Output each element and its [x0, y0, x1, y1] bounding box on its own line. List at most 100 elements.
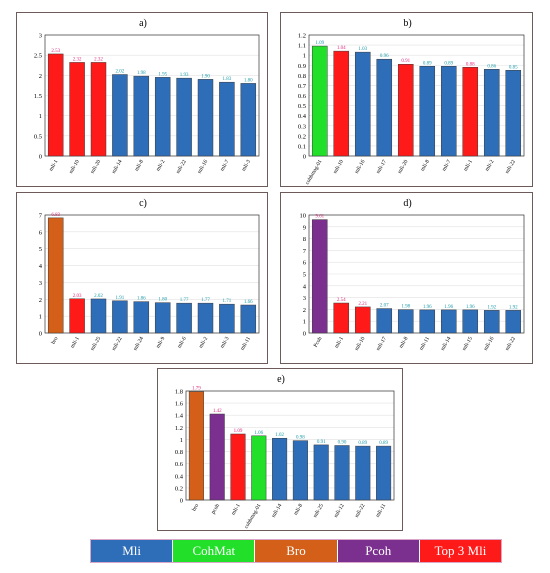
chart-b-bar-2	[354, 51, 371, 157]
chart-a-xtick-label-9: mli-3	[241, 159, 252, 173]
chart-d-ytick-label-2: 2	[303, 307, 306, 314]
chart-c-bar-7	[197, 302, 214, 334]
chart-a-data-label-1: 2.32	[73, 57, 82, 62]
chart-c-xtick-label-2: mli-25	[90, 336, 103, 352]
chart-d-bar-2	[354, 306, 371, 334]
chart-e-bar-1	[209, 413, 225, 501]
chart-e-xtick-label-9: mli-11	[375, 503, 388, 519]
chart-d-ytick-label-4: 4	[303, 283, 307, 290]
chart-e-ytick-label-8: 1.6	[175, 401, 184, 408]
chart-b-data-label-1: 1.04	[337, 46, 346, 51]
chart-c-data-label-6: 1.77	[180, 298, 189, 303]
chart-a-xtick-label-7: mli-16	[197, 159, 210, 175]
legend-item-cohmat: CohMat	[173, 540, 256, 562]
chart-e-xtick-label-0: bro	[191, 503, 200, 513]
chart-b-data-label-2: 1.03	[358, 47, 367, 52]
chart-d-xtick-label-5: mli-11	[419, 336, 432, 352]
chart-d-bar-4	[397, 309, 414, 334]
chart-a-ytick-label-5: 2.5	[34, 53, 42, 60]
chart-a-data-label-2: 2.32	[94, 57, 103, 62]
chart-d-ytick-label-0: 0	[303, 331, 306, 338]
chart-c-bar-0	[47, 217, 64, 334]
chart-d-data-label-0: 9.61	[315, 215, 324, 220]
chart-panel-d: d) 0 1 2 3 4 5 6 7 8 9 10 9.61 Pcoh 2.54 mli-1 2.21 mli-1…	[280, 192, 533, 364]
chart-d-data-label-7: 1.96	[466, 305, 475, 310]
chart-e-xtick-label-3: cohbmag-01	[244, 503, 263, 530]
chart-b-xtick-label-9: mli-22	[504, 159, 517, 175]
legend-item-pcoh: Pcoh	[337, 540, 420, 562]
legend-item-bro: Bro	[255, 540, 338, 562]
chart-c-data-label-4: 1.86	[137, 297, 146, 302]
chart-e-bar-0	[188, 391, 204, 501]
chart-b-xtick-label-0: cohbmag-01	[305, 159, 324, 186]
chart-d-bar-1	[333, 302, 350, 334]
chart-b-data-label-3: 0.96	[380, 54, 389, 59]
chart-c-xtick-label-3: mli-22	[111, 336, 124, 352]
chart-c-bar-2	[90, 298, 107, 334]
chart-e-ytick-label-5: 1	[180, 437, 183, 444]
chart-a-bar-9	[240, 83, 257, 157]
chart-c-bar-9	[240, 304, 257, 334]
chart-a-ytick-label-3: 1.5	[34, 93, 42, 100]
chart-c-bar-5	[154, 302, 171, 334]
chart-b-data-label-0: 1.09	[315, 41, 324, 46]
chart-e-ytick-label-1: 0.2	[175, 485, 183, 492]
chart-a-bar-2	[90, 62, 107, 157]
chart-e-ytick-label-0: 0	[180, 498, 183, 505]
chart-b-title: b)	[403, 18, 411, 29]
chart-b-bar-8	[483, 69, 500, 157]
chart-a-ytick-label-0: 0	[39, 154, 42, 161]
chart-a-svg: a)00.511.522.532.53mli-12.32mli-102.32ml…	[34, 18, 260, 175]
chart-d-xtick-label-1: mli-1	[334, 336, 345, 350]
chart-b-ytick-label-0: 0	[303, 154, 306, 161]
chart-e-bar-9	[376, 445, 392, 501]
chart-b-xtick-label-8: mli-2	[484, 159, 495, 173]
chart-c-data-label-1: 2.03	[73, 294, 82, 299]
chart-b-ytick-label-6: 0.6	[298, 93, 307, 100]
chart-b-ytick-label-5: 0.5	[298, 103, 306, 110]
chart-b-ytick-label-3: 0.3	[298, 123, 306, 130]
chart-c-xtick-label-5: mli-9	[155, 336, 166, 350]
chart-c-bar-4	[133, 301, 150, 334]
chart-b-bar-0	[311, 45, 328, 157]
chart-e-data-label-1: 1.42	[213, 409, 222, 414]
chart-a-xtick-label-3: mli-14	[111, 159, 124, 175]
chart-d-data-label-4: 1.98	[401, 305, 410, 310]
chart-c-ytick-label-0: 0	[39, 331, 42, 338]
chart-e-axes-box	[185, 390, 395, 501]
chart-e-xtick-label-5: mli-8	[293, 503, 304, 517]
chart-d-xtick-label-7: mli-15	[461, 336, 474, 352]
chart-e-data-label-5: 0.98	[296, 436, 305, 441]
chart-b-data-label-4: 0.91	[401, 59, 410, 64]
legend-label-top3: Top 3 Mli	[434, 543, 487, 558]
chart-panel-a: a) 0 0.5 1 1.5 2 2.5 3 2.53 mli-1 2.32 mli-10 2.32 ml…	[16, 12, 268, 187]
chart-e-data-label-3: 1.06	[254, 431, 263, 436]
chart-b-bar-1	[333, 50, 350, 157]
chart-a-xtick-label-6: mli-22	[175, 159, 188, 175]
chart-b-bar-9	[505, 70, 522, 157]
chart-b-ytick-label-2: 0.2	[298, 133, 306, 140]
chart-e-bar-6	[313, 444, 329, 501]
chart-d-ytick-label-6: 6	[303, 260, 307, 267]
chart-e-xtick-label-7: mli-12	[333, 503, 346, 519]
chart-d-bar-6	[440, 309, 457, 334]
chart-c-ytick-label-3: 3	[39, 280, 42, 287]
chart-c-data-label-2: 2.02	[94, 294, 103, 299]
chart-c-ytick-label-2: 2	[39, 297, 42, 304]
legend-label-bro: Bro	[286, 543, 306, 558]
chart-a-data-label-4: 1.98	[137, 71, 146, 76]
chart-b-bar-6	[440, 66, 457, 157]
chart-a-data-label-7: 1.90	[201, 74, 210, 79]
chart-b-ytick-label-7: 0.7	[298, 83, 307, 90]
chart-c-xtick-label-6: mli-6	[177, 336, 188, 350]
chart-a-ytick-label-6: 3	[39, 33, 42, 40]
chart-c-ytick-label-7: 7	[39, 213, 43, 220]
chart-e-bar-5	[292, 440, 308, 501]
chart-c-ytick-label-1: 1	[39, 314, 42, 321]
chart-a-bar-1	[69, 62, 85, 157]
chart-b-bar-7	[462, 67, 479, 157]
chart-b-xtick-label-5: mli-8	[420, 159, 431, 173]
chart-c-data-label-3: 1.91	[116, 296, 125, 301]
chart-e-ytick-label-4: 0.8	[175, 449, 183, 456]
chart-c-xtick-label-4: mli-24	[132, 336, 145, 352]
